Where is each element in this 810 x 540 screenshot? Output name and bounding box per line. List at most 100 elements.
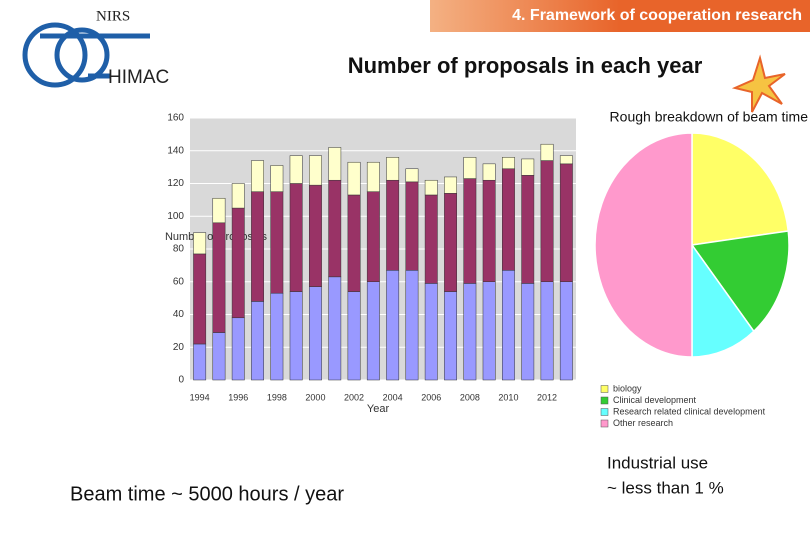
bar-segment xyxy=(405,270,419,381)
x-tick-label: 1998 xyxy=(267,392,287,402)
bar-segment xyxy=(482,281,496,381)
x-tick-label: 2006 xyxy=(421,392,441,402)
pie-title: Rough breakdown of beam time xyxy=(610,109,809,125)
legend-swatch xyxy=(600,408,609,416)
bar-segment xyxy=(231,183,245,209)
bar-segment xyxy=(424,194,438,284)
bar-segment xyxy=(270,292,284,381)
bar-segment xyxy=(405,168,419,183)
bar-segment xyxy=(521,175,535,284)
y-tick-label: 0 xyxy=(178,375,184,386)
bar-segment xyxy=(289,183,303,292)
bar-segment xyxy=(463,157,477,179)
section-title: 4. Framework of cooperation research xyxy=(512,7,802,24)
bar-segment xyxy=(482,163,496,181)
bar-segment xyxy=(193,343,207,381)
bar-segment xyxy=(521,283,535,381)
bar-segment xyxy=(405,181,419,271)
x-tick-label: 2010 xyxy=(498,392,518,402)
bar-segment xyxy=(424,179,438,196)
bar-segment xyxy=(251,301,264,381)
bar-segment xyxy=(444,193,457,292)
bar-segment xyxy=(424,283,438,381)
legend-label: Other research xyxy=(613,418,673,428)
industrial-note: ~ less than 1 % xyxy=(607,478,724,497)
bar-segment xyxy=(540,143,554,161)
bar-segment xyxy=(347,194,361,292)
pie-slice xyxy=(691,242,755,358)
legend-swatch xyxy=(600,419,609,428)
facility-name: HIMAC xyxy=(108,67,169,88)
y-tick-label: 120 xyxy=(167,178,184,189)
bar-segment xyxy=(328,276,342,381)
bar-segment xyxy=(463,178,477,284)
y-tick-label: 140 xyxy=(167,145,184,156)
bar-segment xyxy=(309,155,322,186)
x-tick-label: 2008 xyxy=(460,392,480,402)
pie-slice xyxy=(690,230,790,333)
x-tick-label: 2004 xyxy=(383,392,403,402)
bar-segment xyxy=(559,163,573,283)
legend-label: Research related clinical development xyxy=(613,406,766,416)
legend-label: biology xyxy=(613,383,642,393)
x-tick-label: 1996 xyxy=(228,392,248,402)
legend-label: Clinical development xyxy=(613,395,697,405)
bar-segment xyxy=(540,160,554,282)
bar-segment xyxy=(386,179,400,271)
bar-segment xyxy=(366,191,380,282)
y-tick-label: 60 xyxy=(173,276,185,287)
y-tick-label: 160 xyxy=(167,113,184,124)
slide-title: Number of proposals in each year xyxy=(348,53,703,78)
bar-segment xyxy=(251,191,264,302)
legend-swatch xyxy=(600,396,609,405)
bar-segment xyxy=(502,270,515,381)
bar-segment xyxy=(482,179,496,283)
bar-segment xyxy=(193,253,207,345)
y-tick-label: 100 xyxy=(167,211,184,222)
bar-segment xyxy=(366,281,380,381)
bar-segment xyxy=(559,155,573,165)
industrial-note: Industrial use xyxy=(607,453,708,472)
bar-segment xyxy=(251,160,264,192)
bar-segment xyxy=(444,291,457,381)
bar-segment xyxy=(540,281,554,381)
bar-segment xyxy=(309,286,322,381)
org-name: NIRS xyxy=(96,8,130,24)
y-tick-label: 80 xyxy=(173,244,185,255)
bar-segment xyxy=(444,176,457,194)
pie-slice xyxy=(594,132,693,358)
bar-segment xyxy=(212,222,226,333)
star-icon xyxy=(731,54,786,113)
y-tick-label: 40 xyxy=(173,309,185,320)
bar-segment xyxy=(231,317,245,381)
bar-segment xyxy=(212,197,226,224)
x-tick-label: 2012 xyxy=(537,392,557,402)
bar-segment xyxy=(386,270,400,381)
bar-segment xyxy=(347,161,361,196)
bar-segment xyxy=(212,332,226,381)
y-tick-label: 20 xyxy=(173,342,185,353)
bar-segment xyxy=(386,157,400,181)
bar-segment xyxy=(502,157,515,170)
bar-segment xyxy=(463,283,477,381)
bar-segment xyxy=(366,161,380,192)
bar-segment xyxy=(289,291,303,381)
x-tick-label: 1994 xyxy=(190,392,210,402)
x-tick-label: 2002 xyxy=(344,392,364,402)
bar-segment xyxy=(270,165,284,192)
legend-swatch xyxy=(600,385,609,393)
bar-segment xyxy=(328,179,342,278)
section-banner xyxy=(430,0,810,32)
bar-segment xyxy=(559,281,573,381)
bar-segment xyxy=(193,232,207,255)
beam-time-note: Beam time ~ 5000 hours / year xyxy=(70,483,344,505)
bar-segment xyxy=(270,191,284,294)
bar-segment xyxy=(231,207,245,319)
x-axis-label: Year xyxy=(367,403,390,415)
bar-segment xyxy=(521,158,535,176)
x-tick-label: 2000 xyxy=(305,392,325,402)
bar-segment xyxy=(289,155,303,184)
bar-segment xyxy=(502,168,515,271)
logo xyxy=(22,22,150,88)
